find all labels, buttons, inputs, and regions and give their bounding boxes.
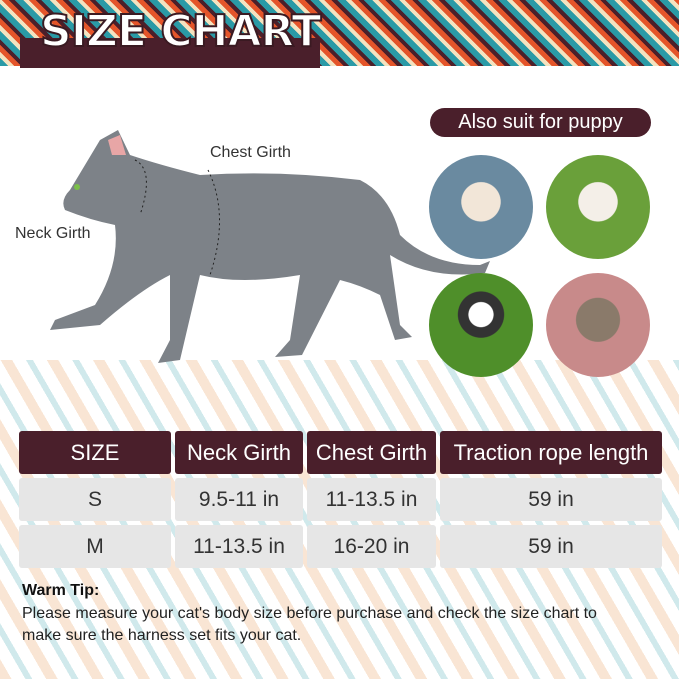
cat-illustration [50, 130, 490, 363]
header-size: SIZE [19, 431, 171, 474]
header-neck: Neck Girth [175, 431, 303, 474]
table-header: SIZE Neck Girth Chest Girth Traction rop… [19, 431, 662, 474]
table-row: S 9.5-11 in 11-13.5 in 59 in [19, 478, 662, 521]
header-chest: Chest Girth [307, 431, 436, 474]
page-title: SIZE CHART [39, 5, 322, 58]
cell: 59 in [440, 525, 662, 568]
cell: 16-20 in [307, 525, 436, 568]
cell: 9.5-11 in [175, 478, 303, 521]
table-row: M 11-13.5 in 16-20 in 59 in [19, 525, 662, 568]
size-table: SIZE Neck Girth Chest Girth Traction rop… [15, 427, 666, 572]
cell: M [19, 525, 171, 568]
puppy-badge: Also suit for puppy [430, 108, 651, 137]
neck-girth-label: Neck Girth [15, 225, 91, 242]
kitten-photo [546, 273, 650, 377]
title-band [20, 38, 320, 68]
tribal-banner [0, 0, 679, 66]
cell: 11-13.5 in [175, 525, 303, 568]
shih-tzu-photo [429, 273, 533, 377]
small-dog-on-grass-photo [546, 155, 650, 259]
cell: 59 in [440, 478, 662, 521]
tip-text: Please measure your cat's body size befo… [22, 605, 597, 644]
chihuahua-photo [429, 155, 533, 259]
cell: S [19, 478, 171, 521]
tip-heading: Warm Tip: [22, 582, 100, 599]
header-rope: Traction rope length [440, 431, 662, 474]
cell: 11-13.5 in [307, 478, 436, 521]
chest-girth-label: Chest Girth [210, 144, 291, 161]
